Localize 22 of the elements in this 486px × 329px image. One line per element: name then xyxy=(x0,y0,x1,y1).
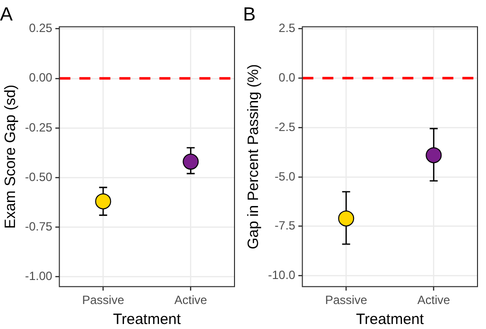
chart-title: B xyxy=(243,4,256,26)
x-tick-label: Active xyxy=(417,293,450,308)
y-tick-label: 0.25 xyxy=(28,21,53,36)
y-tick-label: 0.0 xyxy=(278,70,296,84)
y-axis-title: Exam Score Gap (sd) xyxy=(2,84,20,229)
y-tick-label: -2.5 xyxy=(274,120,296,134)
y-tick-label: -5.0 xyxy=(274,169,296,184)
y-tick-label: 0.00 xyxy=(28,70,53,85)
x-tick-label: Passive xyxy=(325,293,368,308)
x-axis-title: Treatment xyxy=(356,311,425,328)
chart-title: A xyxy=(0,4,13,26)
x-axis-title: Treatment xyxy=(113,311,182,328)
y-tick-label: -1.00 xyxy=(24,268,53,283)
y-tick-label: -7.5 xyxy=(274,218,296,233)
x-tick-label: Passive xyxy=(82,293,124,308)
x-tick-label: Active xyxy=(174,293,208,308)
y-tick-label: 2.5 xyxy=(278,21,296,36)
y-axis-title: Gap in Percent Passing (%) xyxy=(245,64,262,250)
y-tick-label: -0.75 xyxy=(24,219,53,234)
y-tick-label: -0.25 xyxy=(24,120,53,134)
y-tick-label: -0.50 xyxy=(24,170,53,184)
y-tick-label: -10.0 xyxy=(268,268,296,282)
